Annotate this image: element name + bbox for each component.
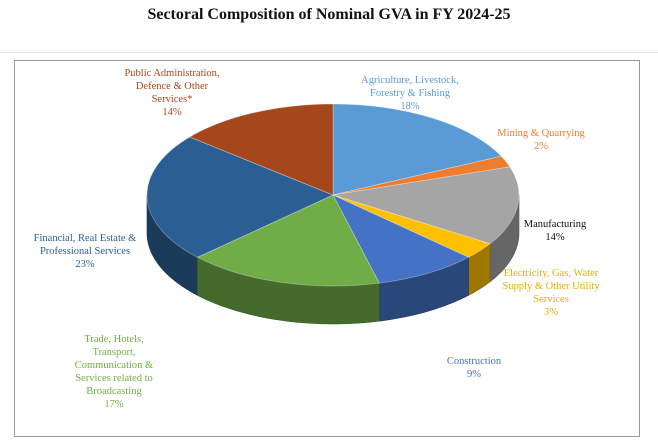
slice-label: Public Administration, Defence & Other Ser… bbox=[124, 68, 219, 118]
slice-label: Financial, Real Estate & Professional Ser… bbox=[34, 233, 137, 270]
page-title: Sectoral Composition of Nominal GVA in F… bbox=[147, 6, 511, 23]
pie-slice bbox=[188, 103, 334, 196]
slice-label: Mining & Quarrying 2% bbox=[497, 128, 585, 152]
slice-label: Agriculture, Livestock, Forestry & Fishin… bbox=[361, 75, 459, 112]
pie-slice bbox=[332, 155, 511, 196]
pie-slice bbox=[332, 103, 503, 196]
pie-slice bbox=[332, 194, 491, 258]
pie-slice bbox=[332, 194, 470, 284]
slice-label: Electricity, Gas, Water Supply & Other Ut… bbox=[502, 268, 600, 318]
chart-frame: Agriculture, Livestock, Forestry & Fishin… bbox=[14, 60, 640, 437]
slice-label: Manufacturing 14% bbox=[524, 219, 587, 243]
pie-slice bbox=[332, 166, 520, 245]
pie-slice bbox=[146, 136, 335, 258]
pie-chart: Agriculture, Livestock, Forestry & Fishin… bbox=[34, 68, 601, 410]
pie-slice bbox=[196, 194, 380, 287]
title-divider bbox=[0, 52, 658, 53]
slice-label: Trade, Hotels, Transport, Communication & S… bbox=[75, 334, 153, 410]
slice-label: Construction 9% bbox=[447, 356, 502, 380]
